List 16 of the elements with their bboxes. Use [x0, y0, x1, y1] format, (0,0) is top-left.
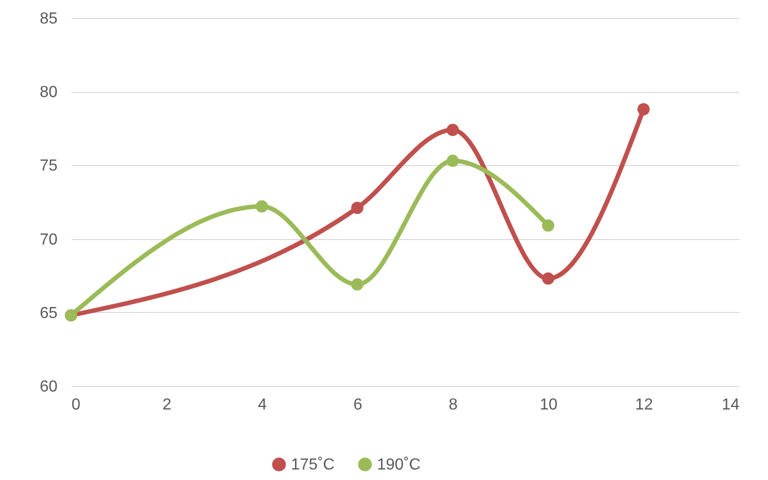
legend-label: 175˚C: [291, 456, 335, 474]
y-tick-label: 85: [40, 10, 58, 28]
x-tick-label: 8: [448, 396, 458, 414]
x-tick-label: 6: [353, 396, 362, 414]
legend-label: 190˚C: [377, 456, 421, 474]
x-tick-label: 0: [72, 396, 80, 414]
y-tick-label: 75: [40, 158, 58, 175]
y-tick-label: 70: [40, 231, 58, 248]
x-tick-label: 12: [635, 396, 654, 414]
x-tick-label: 10: [540, 396, 558, 414]
x-tick-label: 14: [722, 396, 740, 414]
x-tick-label: 2: [162, 396, 172, 414]
y-tick-label: 60: [40, 378, 58, 396]
y-tick-label: 65: [40, 304, 58, 322]
y-tick-label: 80: [40, 84, 58, 102]
x-tick-label: 4: [258, 396, 267, 414]
